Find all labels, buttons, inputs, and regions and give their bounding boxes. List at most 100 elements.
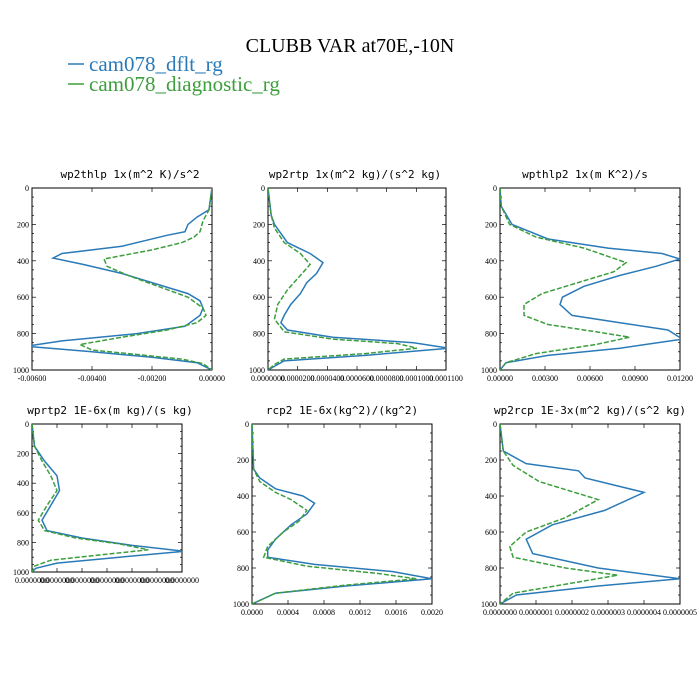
y-tick-label: 0 [261,184,265,193]
y-tick-label: 600 [485,293,497,302]
series-line-diagnostic [252,424,417,604]
x-tick-label: 0.0000005 [663,608,697,617]
x-tick-label: 0.0008 [313,608,335,617]
y-tick-label: 400 [253,257,265,266]
y-tick-label: 400 [485,492,497,501]
x-tick-label: 0.0000400 [310,374,344,383]
y-tick-label: 800 [17,330,29,339]
x-tick-label: 0.00600 [577,374,603,383]
y-tick-label: 800 [485,564,497,573]
x-tick-label: 0.0000200 [281,374,315,383]
x-tick-label: 0.0000000 [15,576,49,585]
x-tick-label: 0.00000 [487,374,513,383]
x-tick-label: 0.0000000 [483,608,517,617]
x-tick-label: 0.0000002 [555,608,589,617]
y-tick-label: 800 [17,538,29,547]
series-line-dflt [500,188,680,370]
x-tick-label: 0.0000004 [627,608,661,617]
x-tick-label: 0.0000000 [90,576,124,585]
panel-3: wpthlp2 1x(m K^2)/s020040060080010000.00… [481,168,693,383]
y-tick-label: 0 [493,184,497,193]
y-tick-label: 200 [237,456,249,465]
y-tick-label: 800 [485,330,497,339]
series-line-diagnostic [32,424,149,572]
y-tick-label: 1000 [481,366,497,375]
y-tick-label: 1000 [13,568,29,577]
x-tick-label: 0.0000003 [591,608,625,617]
x-tick-label: 0.0000000 [251,374,285,383]
x-tick-label: 0.0000000 [165,576,199,585]
series-line-diagnostic [77,188,212,370]
y-tick-label: 1000 [249,366,265,375]
y-tick-label: 600 [253,293,265,302]
series-line-diagnostic [500,424,618,604]
series-line-diagnostic [268,188,418,370]
legend-label-diagnostic: cam078_diagnostic_rg [89,72,280,96]
x-tick-label: 0.01200 [667,374,693,383]
panel-2: wp2rtp 1x(m^2 kg)/(s^2 kg) 0 200 400 600 800 1… [249,168,463,383]
x-tick-label: -0.00400 [78,374,107,383]
y-tick-label: 200 [485,220,497,229]
panel-title: wp2rcp 1E-3x(m^2 kg)/(s^2 kg) [494,404,686,417]
x-tick-label: 0.00300 [532,374,558,383]
legend-label-dflt: cam078_dflt_rg [89,52,223,76]
x-tick-label: 0.0000000 [40,576,74,585]
x-tick-label: 0.0000 [241,608,263,617]
y-tick-label: 800 [237,564,249,573]
y-tick-label: 400 [485,257,497,266]
y-tick-label: 1000 [13,366,29,375]
y-tick-label: 600 [17,293,29,302]
y-tick-label: 400 [17,257,29,266]
x-tick-label: 0.0012 [349,608,371,617]
panel-title: rcp2 1E-6x(kg^2)/(kg^2) [266,404,418,417]
y-tick-label: 400 [17,479,29,488]
x-tick-label: 0.00000 [199,374,225,383]
y-tick-label: 400 [237,492,249,501]
x-tick-label: 0.0000600 [340,374,374,383]
y-tick-label: 600 [17,509,29,518]
x-tick-label: 0.0001100 [429,374,463,383]
plot-frame [31,187,213,371]
panel-6: wp2rcp 1E-3x(m^2 kg)/(s^2 kg) 0 200 400 600 8… [481,404,697,617]
x-tick-label: 0.0001000 [399,374,433,383]
panel-5: rcp2 1E-6x(kg^2)/(kg^2) 0 200 400 600 800 1000… [233,404,443,617]
x-tick-label: 0.0000000 [140,576,174,585]
y-tick-label: 600 [485,528,497,537]
y-tick-label: 0 [25,420,29,429]
series-line-dflt [268,188,446,370]
y-tick-label: 600 [237,528,249,537]
x-tick-label: 0.0020 [421,608,443,617]
panel-1: wp2thlp 1x(m^2 K)/s^202004006008001000-0… [13,168,225,383]
y-tick-label: 200 [17,450,29,459]
x-tick-label: 0.0016 [385,608,407,617]
y-tick-label: 200 [253,220,265,229]
x-tick-label: 0.0000001 [519,608,553,617]
y-tick-label: 800 [253,330,265,339]
x-tick-label: 0.0000000 [65,576,99,585]
y-tick-label: 200 [17,220,29,229]
x-tick-label: 0.0000800 [370,374,404,383]
y-tick-label: 1000 [233,600,249,609]
figure-title: CLUBB VAR at70E,-10N [246,35,455,57]
panel-title: wprtp2 1E-6x(m kg)/(s kg) [27,404,193,417]
series-line-diagnostic [500,188,630,370]
plot-frame [267,187,447,371]
series-line-dflt [32,188,212,370]
legend: cam078_dflt_rg cam078_diagnostic_rg [68,52,280,96]
x-tick-label: -0.00600 [18,374,47,383]
x-tick-label: 0.0000000 [115,576,149,585]
panel-title: wp2rtp 1x(m^2 kg)/(s^2 kg) [269,168,441,181]
x-tick-label: 0.00900 [622,374,648,383]
series-line-dflt [32,424,182,572]
y-tick-label: 1000 [481,600,497,609]
series-line-dflt [500,424,680,604]
x-tick-label: -0.00200 [138,374,167,383]
y-tick-label: 0 [493,420,497,429]
y-tick-label: 200 [485,456,497,465]
x-tick-label: 0.0004 [277,608,299,617]
y-tick-label: 0 [245,420,249,429]
y-tick-label: 0 [25,184,29,193]
panel-title: wpthlp2 1x(m K^2)/s [522,168,648,181]
panel-4: wprtp2 1E-6x(m kg)/(s kg) 0 200 400 600 800 10… [13,404,199,585]
